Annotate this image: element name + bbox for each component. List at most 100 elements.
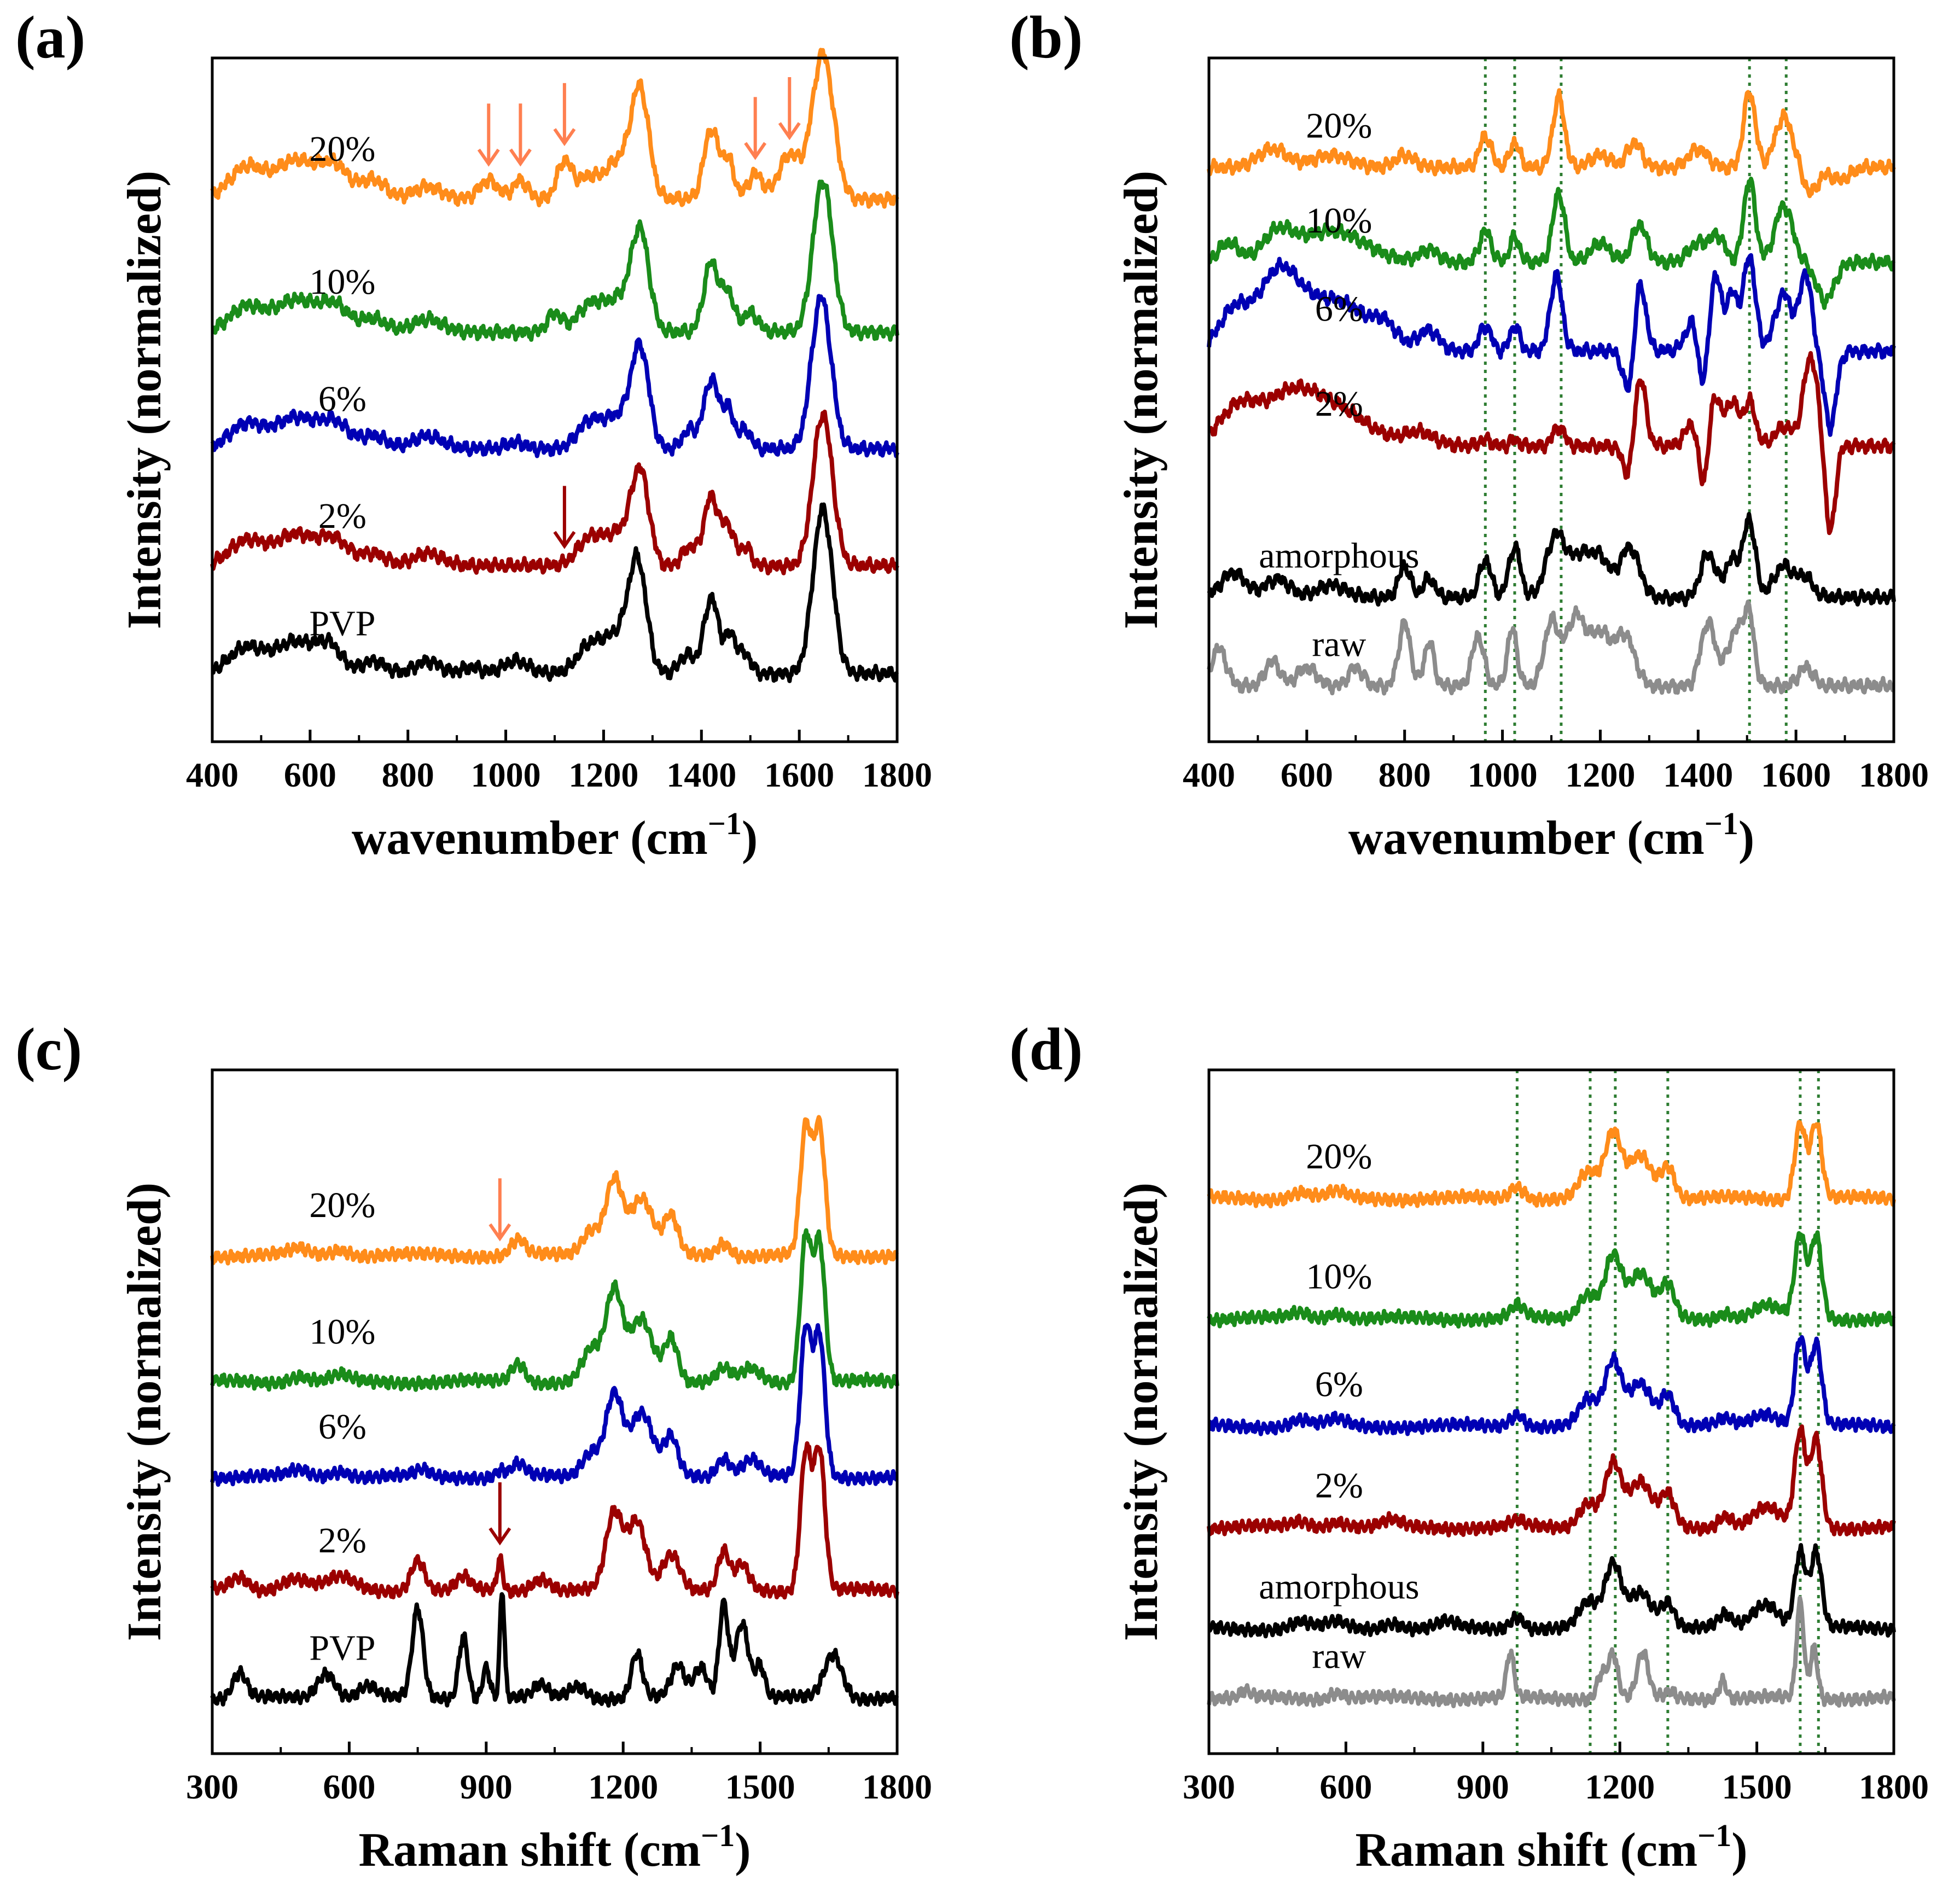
panel-letter: (b) xyxy=(1009,4,1083,71)
series-label: raw xyxy=(1312,1636,1366,1676)
x-axis-unit-exponent: −1 xyxy=(1697,1818,1731,1853)
x-tick-label: 1500 xyxy=(1722,1767,1792,1806)
series-line-10pct xyxy=(1207,176,1896,310)
series-line-20pct xyxy=(210,1115,899,1266)
series-line-20pct xyxy=(1207,1120,1896,1209)
series-line-10pct xyxy=(1207,1230,1896,1329)
series-line-10pct xyxy=(211,179,899,342)
x-axis-paren-close: ) xyxy=(1738,812,1754,865)
y-axis-label: Intensity (normalized) xyxy=(1115,1183,1168,1641)
arrow-head xyxy=(744,142,767,160)
series-label: 6% xyxy=(1315,1364,1363,1404)
x-tick-label: 1600 xyxy=(1761,755,1831,794)
series-label: 10% xyxy=(309,262,375,302)
series-label: amorphous xyxy=(1259,1567,1419,1606)
x-tick-label: 1000 xyxy=(471,755,541,794)
panel-b: 20% 10% 6% 2% amorphous raw 400 600 800 1000 1200 1… xyxy=(1009,4,1929,865)
x-axis-paren-open: ( xyxy=(1608,1824,1636,1877)
series-label: raw xyxy=(1312,624,1366,664)
x-tick-label: 1200 xyxy=(1565,755,1635,794)
arrow-head xyxy=(778,122,801,141)
series-line-6pct xyxy=(210,1323,899,1487)
x-tick-label: 300 xyxy=(1183,1767,1235,1806)
series-line-6pct xyxy=(1207,1335,1896,1436)
series-label: 6% xyxy=(318,1407,367,1447)
peak-arrow xyxy=(553,83,576,147)
series-label: 2% xyxy=(318,1521,367,1561)
series-line-2pct xyxy=(210,1441,899,1600)
y-axis-label: Intensity (normalized) xyxy=(1115,171,1168,629)
x-axis-unit: cm xyxy=(1643,812,1704,865)
arrow-head xyxy=(488,1527,511,1546)
panel-letter: (a) xyxy=(15,4,85,71)
x-tick-label: 600 xyxy=(1319,1767,1372,1806)
x-axis-title: wavenumber xyxy=(1348,812,1615,865)
x-tick-label: 600 xyxy=(323,1767,375,1806)
x-axis-title: Raman shift xyxy=(1355,1824,1608,1877)
panel-d: 20% 10% 6% 2% amorphous raw 300 600 900 1200 1500 1… xyxy=(1009,1016,1929,1877)
x-axis-paren-close: ) xyxy=(735,1824,751,1877)
series-label: PVP xyxy=(309,1628,375,1668)
x-axis-unit: cm xyxy=(639,1824,701,1877)
x-axis-title: Raman shift xyxy=(358,1824,611,1877)
peak-arrow xyxy=(509,103,532,167)
x-tick-label: 1200 xyxy=(1585,1767,1655,1806)
peak-arrow xyxy=(553,486,576,549)
panel-letter: (c) xyxy=(15,1016,82,1082)
x-tick-label: 300 xyxy=(186,1767,239,1806)
series-line-2pct xyxy=(1207,351,1896,535)
y-axis-label: Intensity (normalized) xyxy=(118,171,171,629)
x-axis-label: wavenumber (cm−1) xyxy=(352,806,758,865)
series-label: 6% xyxy=(318,379,367,419)
series-label: 2% xyxy=(1315,384,1363,424)
series-label: amorphous xyxy=(1259,536,1419,576)
x-tick-label: 800 xyxy=(1379,755,1431,794)
series-line-2pct xyxy=(210,409,899,575)
x-axis-paren-open: ( xyxy=(618,812,646,865)
peak-arrow xyxy=(744,97,767,160)
x-tick-label: 400 xyxy=(186,755,239,794)
y-axis-label: Intensity (normalized) xyxy=(118,1183,171,1641)
x-tick-label: 1200 xyxy=(588,1767,658,1806)
arrow-head xyxy=(509,148,532,167)
peak-arrow xyxy=(488,1482,511,1546)
panel-c: 20% 10% 6% 2% PVP 300 600 900 1200 1500 1800 Raman … xyxy=(15,1016,932,1877)
series-label: 20% xyxy=(1306,1137,1372,1177)
peak-arrow xyxy=(477,103,500,167)
arrow-head xyxy=(488,1223,511,1242)
x-axis-label: Raman shift (cm−1) xyxy=(1355,1818,1747,1877)
series-label: 2% xyxy=(1315,1465,1363,1505)
x-tick-label: 1200 xyxy=(568,755,638,794)
series-line-raw xyxy=(1207,599,1895,696)
series-line-PVP xyxy=(210,1592,899,1708)
x-tick-label: 1000 xyxy=(1468,755,1538,794)
panel-letter: (d) xyxy=(1009,1016,1083,1082)
series-line-amorphous xyxy=(1207,1543,1896,1639)
series-label: 20% xyxy=(309,1185,375,1225)
x-axis-unit-exponent: −1 xyxy=(701,1818,735,1853)
series-line-2pct xyxy=(1207,1424,1896,1538)
series-label: 10% xyxy=(309,1312,375,1352)
x-axis-label: wavenumber (cm−1) xyxy=(1348,806,1754,865)
x-tick-label: 1800 xyxy=(862,755,932,794)
series-label: 2% xyxy=(318,496,367,536)
series-line-10pct xyxy=(210,1228,899,1392)
x-tick-label: 1400 xyxy=(1663,755,1733,794)
series-label: 6% xyxy=(1315,289,1363,329)
x-tick-label: 800 xyxy=(382,755,434,794)
x-axis-paren-open: ( xyxy=(1615,812,1643,865)
arrow-head xyxy=(553,531,576,549)
x-tick-label: 600 xyxy=(284,755,336,794)
series-line-6pct xyxy=(1207,253,1896,437)
x-tick-label: 1500 xyxy=(725,1767,795,1806)
x-tick-label: 900 xyxy=(460,1767,513,1806)
series-line-amorphous xyxy=(1207,511,1896,608)
series-line-raw xyxy=(1207,1596,1896,1708)
x-axis-unit: cm xyxy=(646,812,707,865)
series-line-20pct xyxy=(210,48,899,209)
x-tick-label: 600 xyxy=(1281,755,1333,794)
x-tick-label: 1800 xyxy=(1859,1767,1929,1806)
series-label: 10% xyxy=(1306,1257,1372,1297)
series-label: 20% xyxy=(1306,106,1372,145)
